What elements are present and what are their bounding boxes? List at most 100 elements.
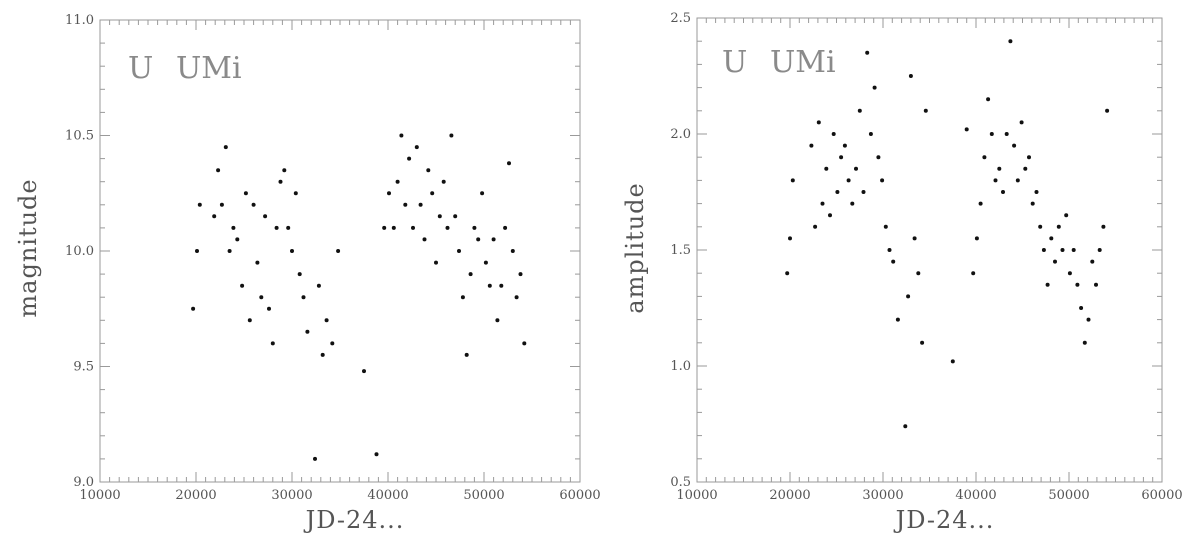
data-point [382,225,387,230]
data-point [191,306,196,311]
x-tick-label: 10000 [79,488,120,503]
data-point [1012,143,1017,148]
data-point [518,272,523,277]
data-point [468,272,473,277]
data-point [411,225,415,230]
data-point [522,341,527,346]
x-tick-label: 20000 [175,488,216,503]
data-point [293,191,298,196]
data-point [247,318,252,323]
data-point [857,108,862,113]
y-axis-label: amplitude [621,182,649,313]
data-point [391,225,396,230]
data-point [414,145,419,150]
data-point [259,295,264,300]
data-point [916,271,921,276]
data-point [842,143,847,148]
data-point [235,237,240,242]
data-point [240,283,245,288]
data-point [270,341,275,346]
data-point [464,352,469,357]
data-point [1019,120,1024,125]
plot-title-umi: UMi [770,45,836,80]
data-point [872,85,877,90]
data-point [460,295,465,300]
data-point [846,178,851,183]
data-point [216,168,221,173]
plot-title-u: U [722,45,747,80]
data-point [499,283,504,288]
data-point [305,329,310,334]
data-point [1105,108,1110,113]
data-point [223,145,228,150]
data-point [912,236,917,241]
data-point [297,272,302,277]
data-point [868,132,873,136]
y-tick-label: 1.5 [670,243,691,258]
data-point [330,341,335,346]
plot-title-u: U [128,51,153,86]
data-point [274,225,279,230]
data-point [219,202,224,207]
data-point [880,178,885,183]
data-point [809,143,814,148]
amplitude-chart: 10000 20000 30000 40000 50000 60000 0.5 1.0 1.5 2… [621,11,1183,534]
data-point [1094,282,1098,287]
data-point [320,352,325,357]
data-point [487,283,492,288]
data-point [1030,201,1035,206]
data-point [301,295,306,300]
data-point [1008,39,1013,44]
data-point [278,179,283,184]
data-point [986,97,991,102]
x-tick-label: 50000 [1048,488,1089,503]
data-point [964,127,969,132]
data-point [457,249,461,253]
data-point [263,214,268,219]
data-point [316,283,321,288]
data-point [227,249,232,253]
data-point [1071,248,1076,252]
data-point [876,155,881,160]
x-tick-label: 40000 [367,488,408,503]
data-point [908,74,913,78]
y-tick-label: 1.0 [670,359,691,374]
data-point [514,295,519,300]
data-point [426,168,431,173]
data-point [324,318,329,323]
data-point [989,132,994,136]
data-point [491,237,496,242]
data-point [1082,340,1087,345]
data-point [997,166,1002,171]
x-tick-label: 20000 [769,488,810,503]
data-point [1004,132,1009,136]
data-point [453,214,458,219]
data-point [813,224,818,229]
data-point [445,225,450,230]
x-tick-label: 30000 [271,488,312,503]
data-point [824,166,829,171]
data-point [978,201,983,206]
data-point [212,214,217,219]
data-point [982,155,987,160]
data-point [1049,236,1054,241]
data-point [395,179,400,184]
data-point [251,202,256,207]
y-tick-label: 9.5 [73,360,94,375]
data-point [785,271,790,276]
y-tick-label: 2.0 [670,127,691,142]
data-point [267,306,271,311]
data-point [974,236,979,241]
data-point [1038,224,1043,229]
x-tick-label: 50000 [463,488,504,503]
data-point [903,424,908,429]
data-point [993,178,998,183]
data-point [476,237,481,242]
data-point [243,191,248,196]
data-point [887,248,892,252]
data-point [255,260,260,265]
data-point [923,108,928,113]
data-point [449,133,454,138]
data-point [1086,317,1091,322]
data-point [362,369,366,374]
